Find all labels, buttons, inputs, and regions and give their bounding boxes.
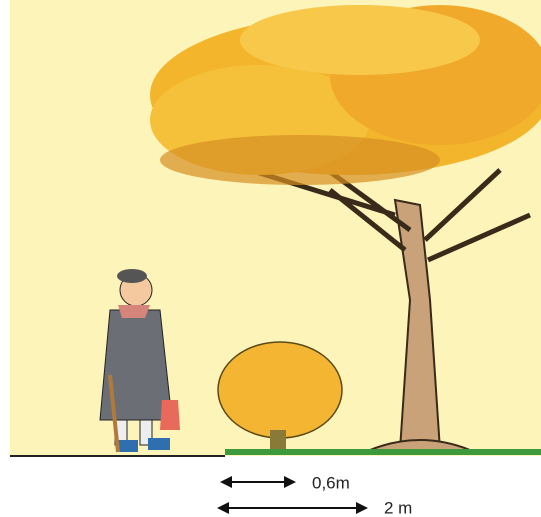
large-distance-label: 2 m [384, 498, 412, 517]
illustration: 0,6m 2 m [0, 0, 541, 517]
small-distance-label: 0,6m [312, 473, 350, 492]
